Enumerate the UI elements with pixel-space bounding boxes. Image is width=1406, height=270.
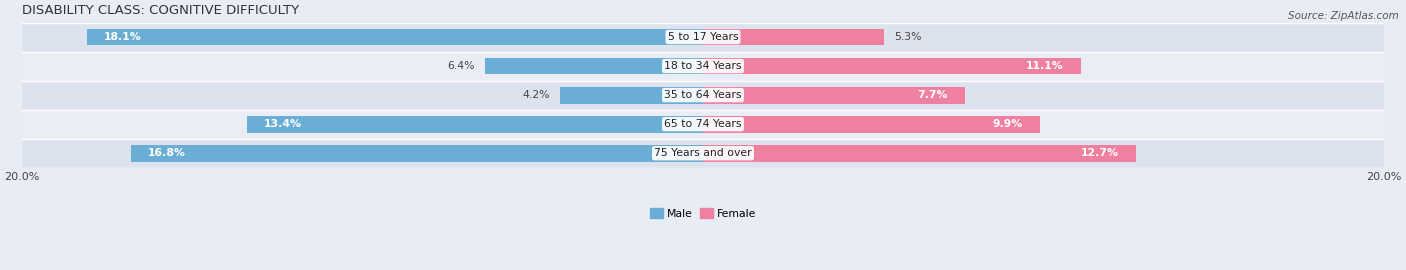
Text: 9.9%: 9.9%: [993, 119, 1024, 129]
Text: 18.1%: 18.1%: [104, 32, 142, 42]
Text: 11.1%: 11.1%: [1026, 61, 1064, 71]
Text: DISABILITY CLASS: COGNITIVE DIFFICULTY: DISABILITY CLASS: COGNITIVE DIFFICULTY: [22, 4, 299, 17]
Text: 7.7%: 7.7%: [918, 90, 948, 100]
Text: 16.8%: 16.8%: [148, 148, 186, 158]
Bar: [485, 58, 703, 75]
Bar: [703, 58, 1081, 75]
Bar: [22, 52, 1384, 80]
Bar: [131, 145, 703, 162]
Text: 65 to 74 Years: 65 to 74 Years: [664, 119, 742, 129]
Bar: [87, 29, 703, 45]
Text: 5.3%: 5.3%: [894, 32, 921, 42]
Bar: [22, 139, 1384, 168]
Text: 13.4%: 13.4%: [264, 119, 302, 129]
Bar: [703, 29, 883, 45]
Text: 12.7%: 12.7%: [1080, 148, 1119, 158]
Bar: [703, 87, 966, 103]
Bar: [22, 22, 1384, 52]
Text: 18 to 34 Years: 18 to 34 Years: [664, 61, 742, 71]
Text: 35 to 64 Years: 35 to 64 Years: [664, 90, 742, 100]
Text: 6.4%: 6.4%: [447, 61, 475, 71]
Bar: [703, 145, 1136, 162]
Text: 75 Years and over: 75 Years and over: [654, 148, 752, 158]
Text: Source: ZipAtlas.com: Source: ZipAtlas.com: [1288, 11, 1399, 21]
Bar: [22, 110, 1384, 139]
Text: 5 to 17 Years: 5 to 17 Years: [668, 32, 738, 42]
Text: 4.2%: 4.2%: [522, 90, 550, 100]
Bar: [703, 116, 1040, 133]
Bar: [22, 80, 1384, 110]
Legend: Male, Female: Male, Female: [645, 204, 761, 223]
Bar: [246, 116, 703, 133]
Bar: [560, 87, 703, 103]
